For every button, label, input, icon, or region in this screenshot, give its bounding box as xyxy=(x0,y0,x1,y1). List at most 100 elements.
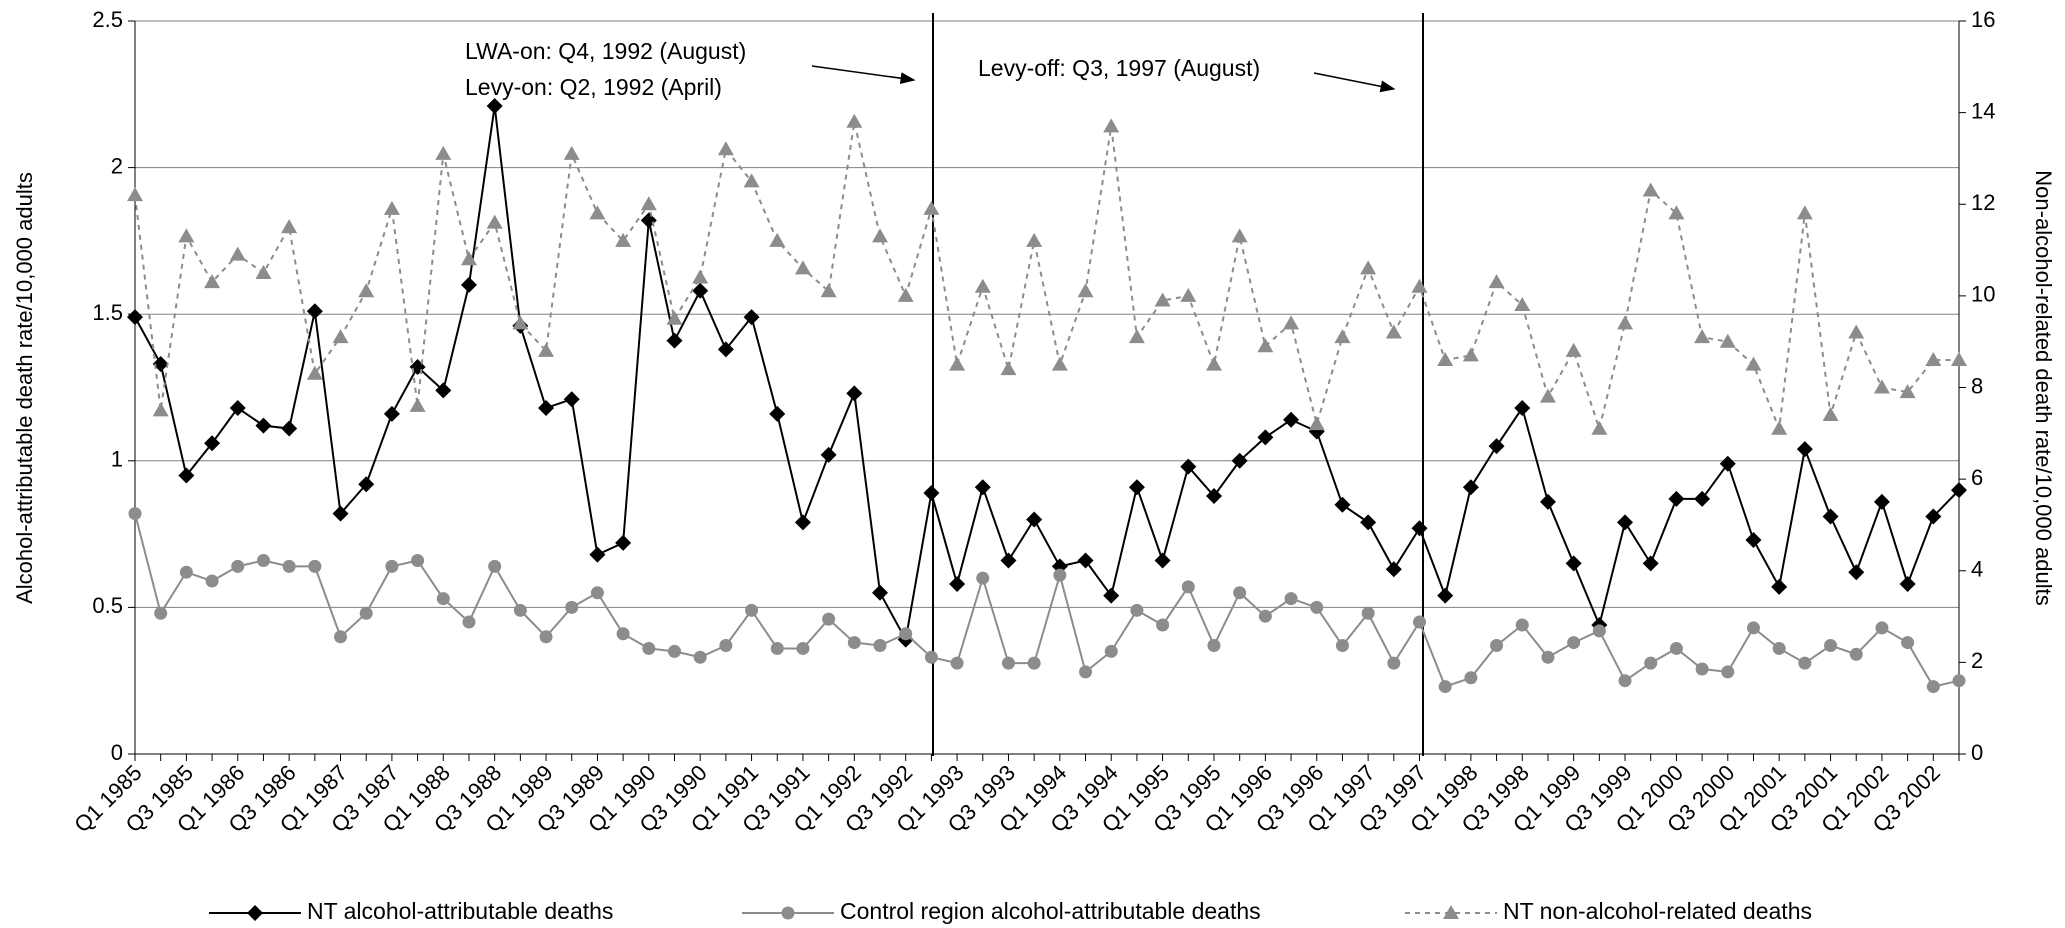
series-line xyxy=(134,513,1960,688)
data-point xyxy=(1926,680,1940,694)
y-tick-label: 1.5 xyxy=(92,300,123,325)
data-point xyxy=(204,435,221,452)
data-point xyxy=(1901,636,1915,650)
data-point xyxy=(435,382,452,399)
data-point xyxy=(1154,292,1171,307)
data-point xyxy=(1464,671,1478,685)
data-point xyxy=(306,303,323,320)
data-point xyxy=(693,650,707,664)
data-point xyxy=(1822,406,1839,421)
data-point xyxy=(770,641,784,655)
data-point xyxy=(717,341,734,358)
data-point xyxy=(1925,508,1942,525)
data-point xyxy=(565,600,579,614)
data-point xyxy=(231,559,245,573)
data-point xyxy=(743,173,760,188)
data-point xyxy=(1462,347,1479,362)
data-point xyxy=(1694,329,1711,344)
data-point xyxy=(282,559,296,573)
data-point xyxy=(1103,587,1120,604)
annotation-arrow xyxy=(811,65,916,85)
data-point xyxy=(436,592,450,606)
data-point xyxy=(1180,458,1197,475)
data-point xyxy=(1026,511,1043,528)
legend-marker xyxy=(247,905,263,921)
data-point xyxy=(794,514,811,531)
data-point xyxy=(1669,641,1683,655)
data-point xyxy=(308,559,322,573)
data-point xyxy=(1514,297,1531,312)
data-point xyxy=(1000,361,1017,376)
data-point xyxy=(820,446,837,463)
data-point xyxy=(873,639,887,653)
y2-tick-label: 10 xyxy=(1971,282,1995,307)
series-line xyxy=(134,121,1959,433)
data-point xyxy=(128,507,142,521)
data-point xyxy=(1103,118,1120,133)
data-point xyxy=(539,630,553,644)
data-point xyxy=(1721,665,1735,679)
data-point xyxy=(846,385,863,402)
data-point xyxy=(1873,493,1890,510)
data-point xyxy=(1694,490,1711,507)
data-point xyxy=(924,650,938,664)
data-point xyxy=(1077,283,1094,298)
y2-tick-label: 0 xyxy=(1971,740,1983,765)
data-point xyxy=(949,575,966,592)
data-point xyxy=(589,205,606,220)
data-point xyxy=(1000,552,1017,569)
y-tick-label: 2.5 xyxy=(92,7,123,32)
data-point xyxy=(1308,416,1325,431)
data-point xyxy=(897,287,914,302)
data-point xyxy=(794,260,811,275)
data-point xyxy=(127,187,143,202)
data-point xyxy=(1360,514,1377,531)
data-point xyxy=(152,356,169,373)
data-point xyxy=(1899,384,1916,399)
data-point xyxy=(1796,441,1813,458)
data-point xyxy=(1719,455,1736,472)
data-point xyxy=(1130,603,1144,617)
data-point xyxy=(1258,609,1272,623)
annotation-arrow xyxy=(1313,72,1396,93)
data-point xyxy=(1771,578,1788,595)
data-point xyxy=(1361,606,1375,620)
data-point xyxy=(1026,232,1043,247)
data-point xyxy=(127,309,143,326)
data-point xyxy=(950,656,964,670)
data-point xyxy=(667,644,681,658)
data-point xyxy=(717,141,734,156)
data-point xyxy=(1951,352,1967,367)
data-point xyxy=(179,565,193,579)
data-point xyxy=(1952,674,1966,688)
data-point xyxy=(1053,568,1067,582)
data-point xyxy=(1514,400,1531,417)
data-point xyxy=(589,546,606,563)
y2-tick-label: 4 xyxy=(1971,557,1983,582)
data-point xyxy=(1387,656,1401,670)
data-point xyxy=(462,615,476,629)
legend-label: NT alcohol-attributable deaths xyxy=(307,898,613,924)
data-point xyxy=(820,283,837,298)
data-point xyxy=(1824,639,1838,653)
data-point xyxy=(923,485,940,502)
data-point xyxy=(1719,333,1736,348)
data-point xyxy=(1771,420,1788,435)
data-point xyxy=(692,282,709,299)
data-point xyxy=(229,246,246,261)
data-point xyxy=(1642,182,1659,197)
annotation: Levy-off: Q3, 1997 (August) xyxy=(978,55,1260,81)
data-point xyxy=(1079,665,1093,679)
data-point xyxy=(1205,487,1222,504)
y2-axis-title: Non-alcohol-related death rate/10,000 ad… xyxy=(2031,170,2056,605)
data-point xyxy=(1104,644,1118,658)
data-point xyxy=(1798,656,1812,670)
data-point xyxy=(1205,356,1222,371)
data-point xyxy=(460,251,477,266)
y2-tick-label: 2 xyxy=(1971,648,1983,673)
data-point xyxy=(1951,482,1967,499)
data-point xyxy=(1283,411,1300,428)
data-point xyxy=(1488,274,1505,289)
data-point xyxy=(1668,490,1685,507)
